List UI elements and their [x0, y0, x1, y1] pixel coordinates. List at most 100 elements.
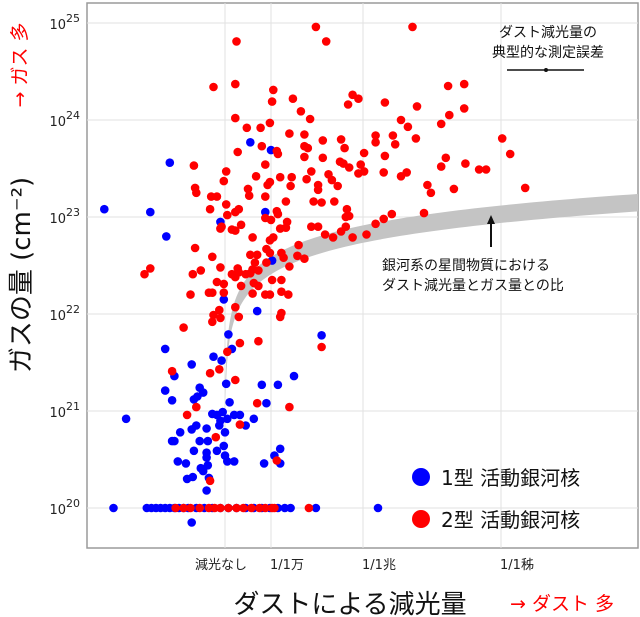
point-type2-agn	[396, 115, 406, 125]
point-type2-agn	[362, 230, 371, 239]
point-type2-agn	[320, 230, 330, 239]
point-type1-agn	[373, 503, 383, 513]
point-type1-agn	[223, 457, 232, 466]
point-type2-agn	[232, 503, 241, 513]
point-type2-agn	[449, 184, 459, 194]
point-type2-agn	[277, 287, 286, 297]
point-type2-agn	[195, 503, 204, 513]
point-type1-agn	[286, 503, 295, 513]
point-type1-agn	[100, 204, 109, 214]
point-type2-agn	[267, 97, 277, 106]
point-type2-agn	[261, 192, 270, 201]
point-type2-agn	[215, 365, 224, 374]
point-type2-agn	[208, 288, 217, 298]
point-type2-agn	[212, 277, 222, 287]
point-type2-agn	[224, 503, 233, 513]
point-type2-agn	[189, 161, 199, 170]
point-type2-agn	[359, 148, 369, 158]
point-type1-agn	[212, 446, 222, 456]
legend: 1型 活動銀河核 2型 活動銀河核	[412, 466, 580, 532]
point-type2-agn	[254, 281, 263, 291]
point-type2-agn	[300, 130, 309, 139]
point-type1-agn	[160, 344, 170, 354]
point-type1-agn	[203, 436, 213, 446]
point-type2-agn	[257, 141, 267, 151]
point-type2-agn	[261, 160, 270, 169]
y-tick-label: 1021	[49, 400, 80, 421]
point-type2-agn	[232, 37, 241, 46]
point-type2-agn	[505, 149, 515, 159]
point-type1-agn	[193, 392, 202, 401]
point-type2-agn	[309, 197, 318, 206]
point-type2-agn	[275, 312, 285, 322]
point-type1-agn	[203, 461, 213, 470]
point-type2-agn	[171, 503, 180, 513]
point-type2-agn	[344, 163, 354, 172]
point-type1-agn	[202, 453, 211, 462]
point-type1-agn	[249, 414, 259, 424]
point-type2-agn	[354, 169, 363, 178]
point-type1-agn	[261, 207, 270, 217]
point-type2-agn	[140, 269, 149, 279]
point-type1-agn	[175, 428, 185, 437]
point-type2-agn	[390, 140, 400, 149]
point-type1-agn	[160, 386, 170, 395]
point-type2-agn	[190, 243, 200, 253]
point-type2-agn	[333, 181, 343, 191]
point-type2-agn	[318, 136, 328, 145]
point-type2-agn	[231, 302, 240, 312]
point-type1-agn	[221, 379, 231, 389]
point-type2-agn	[481, 165, 491, 174]
point-type2-agn	[179, 323, 188, 332]
point-type2-agn	[436, 119, 446, 129]
point-type2-agn	[311, 22, 321, 32]
point-type1-agn	[215, 421, 224, 430]
point-type2-agn	[223, 347, 232, 357]
point-type2-agn	[233, 147, 242, 157]
x-axis-note: → ダスト 多	[510, 593, 614, 615]
point-type2-agn	[231, 113, 240, 123]
point-type2-agn	[221, 200, 231, 209]
point-type2-agn	[231, 79, 240, 89]
point-type2-agn	[265, 118, 275, 128]
point-type2-agn	[285, 262, 294, 271]
point-type2-agn	[330, 197, 339, 206]
point-type2-agn	[272, 456, 282, 465]
point-type2-agn	[146, 264, 155, 273]
x-tick-label: 減光なし	[195, 557, 247, 573]
point-type2-agn	[307, 222, 316, 231]
point-type2-agn	[342, 204, 352, 214]
legend-marker-type1	[412, 468, 430, 486]
point-type2-agn	[305, 114, 315, 124]
point-type2-agn	[343, 100, 353, 109]
point-type2-agn	[219, 288, 229, 298]
point-type2-agn	[248, 289, 257, 298]
point-type2-agn	[396, 172, 406, 181]
point-type1-agn	[188, 472, 198, 482]
point-type1-agn	[275, 444, 285, 454]
point-type1-agn	[198, 466, 208, 476]
point-type2-agn	[336, 227, 346, 236]
point-type1-agn	[146, 207, 155, 217]
point-type1-agn	[202, 486, 211, 495]
point-type2-agn	[287, 172, 297, 182]
ratio-label-line1: 銀河系の星間物質における	[382, 258, 550, 274]
ratio-label-line2: ダスト減光量とガス量との比	[382, 277, 564, 294]
y-tick-label: 1025	[49, 12, 80, 33]
point-type2-agn	[348, 233, 357, 242]
point-type2-agn	[188, 269, 198, 279]
point-type1-agn	[202, 424, 211, 433]
point-type2-agn	[356, 160, 366, 169]
point-type2-agn	[208, 317, 217, 327]
point-type2-agn	[236, 220, 246, 230]
point-type2-agn	[304, 503, 314, 513]
point-type1-agn	[121, 414, 131, 424]
x-tick-label: 1/1兆	[362, 558, 396, 573]
point-type1-agn	[167, 396, 177, 405]
point-type2-agn	[411, 134, 421, 143]
point-type2-agn	[443, 81, 453, 91]
point-type1-agn	[219, 295, 229, 304]
y-axis-note: → ガス 多	[9, 23, 31, 108]
point-type1-agn	[189, 446, 199, 456]
point-type1-agn	[223, 414, 232, 424]
